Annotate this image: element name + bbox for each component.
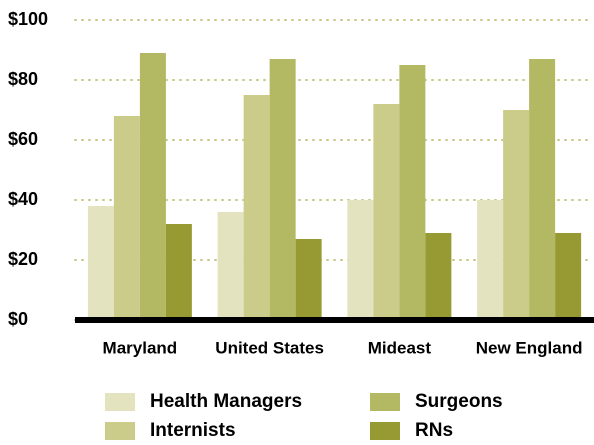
bar (139, 53, 166, 320)
y-tick-label: $40 (8, 189, 38, 209)
bar (217, 212, 244, 320)
legend-label: RNs (415, 420, 453, 441)
y-tick-label: $60 (8, 129, 38, 149)
legend-swatch (370, 422, 400, 440)
bar (373, 104, 400, 320)
y-tick-label: $20 (8, 249, 38, 269)
bar (399, 65, 426, 320)
bar (503, 110, 530, 320)
legend-label: Internists (150, 420, 236, 441)
legend-swatch (105, 422, 135, 440)
x-tick-label: New England (476, 338, 583, 357)
bar (295, 239, 322, 320)
bar (269, 59, 296, 320)
legend-label: Surgeons (415, 391, 503, 412)
bar (555, 233, 582, 320)
bar (113, 116, 140, 320)
bar (477, 200, 504, 320)
legend-swatch (105, 393, 135, 411)
y-tick-label: $0 (8, 309, 28, 329)
bar (165, 224, 192, 320)
bar (425, 233, 452, 320)
legend-label: Health Managers (150, 391, 302, 412)
y-tick-label: $100 (8, 9, 48, 29)
bar (243, 95, 270, 320)
x-tick-label: Mideast (368, 338, 432, 357)
y-tick-label: $80 (8, 69, 38, 89)
bar (87, 206, 114, 320)
x-tick-label: Maryland (103, 338, 178, 357)
bar (529, 59, 556, 320)
bar (347, 200, 374, 320)
x-tick-label: United States (215, 338, 324, 357)
legend-swatch (370, 393, 400, 411)
